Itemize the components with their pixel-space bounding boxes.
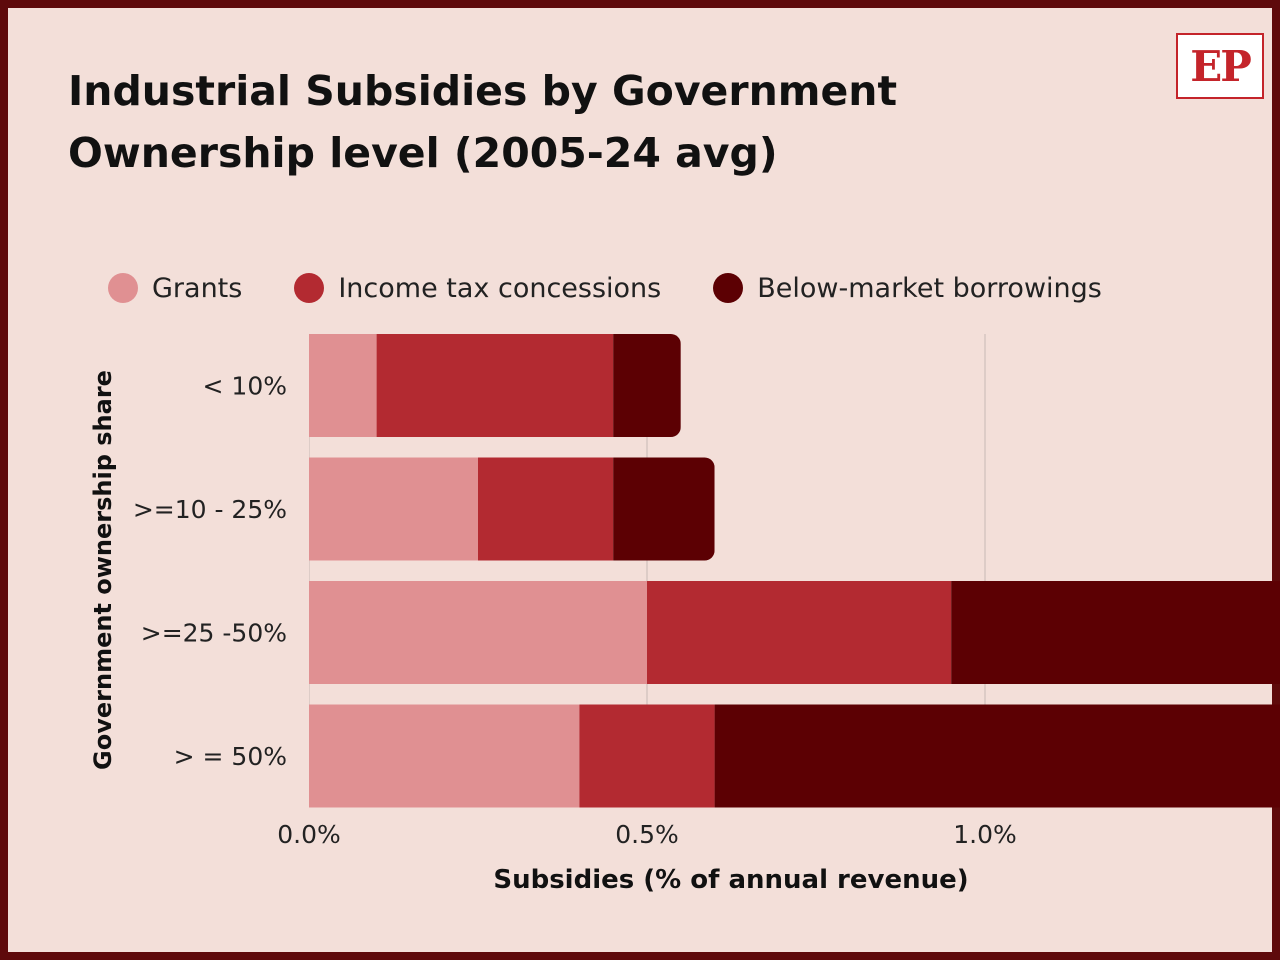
legend-label-borrowings: Below-market borrowings <box>757 272 1102 304</box>
logo-text: EP <box>1190 41 1252 91</box>
legend-item-income-tax: Income tax concessions <box>294 273 661 304</box>
chart-title: Industrial Subsidies by Government Owner… <box>68 67 898 177</box>
bar-segment <box>289 704 580 808</box>
bar-segment <box>579 704 715 808</box>
bar-group <box>289 334 681 437</box>
x-tick-label: 0.5% <box>615 820 679 849</box>
category-labels: < 10% >=10 - 25% >=25 -50% > = 50% <box>133 372 287 772</box>
category-label: > = 50% <box>174 742 287 771</box>
axis-mask <box>287 332 309 809</box>
bar-segment <box>951 581 1280 684</box>
y-axis-label: Government ownership share <box>89 370 117 770</box>
bar-group <box>289 457 715 561</box>
legend-item-grants: Grants <box>108 273 242 304</box>
legend-label-grants: Grants <box>152 272 243 304</box>
bar-group <box>289 581 1280 684</box>
bar-segment <box>613 334 681 437</box>
x-axis-label: Subsidies (% of annual revenue) <box>493 865 968 895</box>
legend-item-borrowings: Below-market borrowings <box>713 273 1102 304</box>
legend-swatch-borrowings <box>713 273 744 303</box>
legend-swatch-grants <box>108 273 138 303</box>
category-label: < 10% <box>203 372 287 401</box>
ep-logo: EP <box>1176 33 1264 99</box>
x-tick-label: 0.0% <box>277 820 341 849</box>
x-tick-label: 1.0% <box>953 820 1017 849</box>
bar-group <box>289 704 1280 808</box>
bar-segment <box>613 457 715 561</box>
bar-segment <box>478 457 614 561</box>
x-tick-labels: 0.0%0.5%1.0%1.5%2.0%2.5% <box>277 820 1017 849</box>
bar-segment <box>647 581 952 684</box>
bar-segment <box>289 581 647 684</box>
bar-segment <box>714 704 1280 808</box>
legend-label-income-tax: Income tax concessions <box>338 272 662 304</box>
chart-legend: Grants Income tax concessions Below-mark… <box>108 270 1154 306</box>
bar-segment <box>289 457 478 561</box>
category-label: >=25 -50% <box>141 619 287 648</box>
legend-swatch-income-tax <box>294 273 325 303</box>
bar-segment <box>376 334 614 437</box>
bars <box>287 332 1280 809</box>
category-label: >=10 - 25% <box>133 495 287 524</box>
